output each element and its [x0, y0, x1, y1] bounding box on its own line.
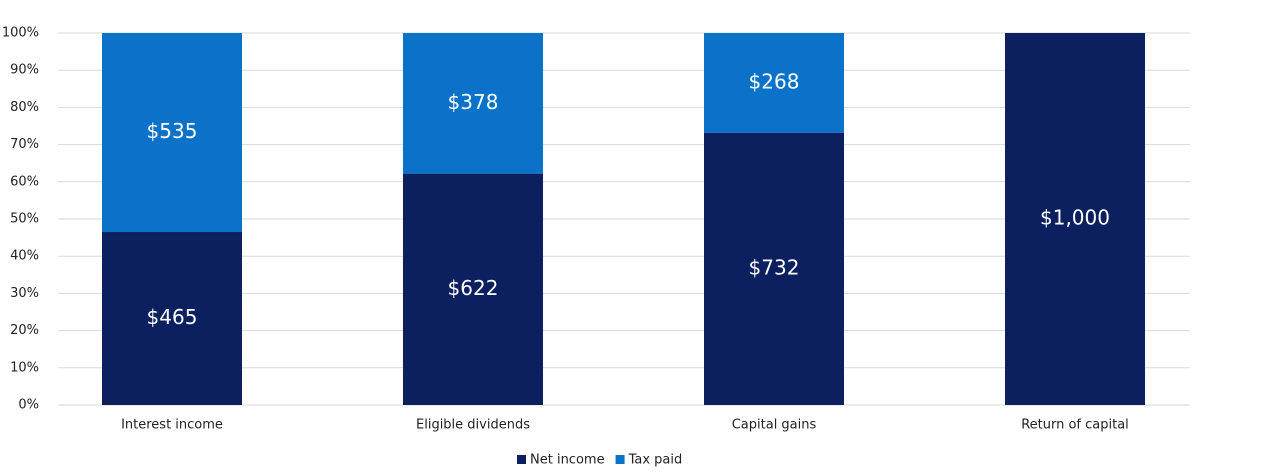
x-tick-label: Capital gains — [732, 418, 817, 433]
bar-segment — [102, 232, 242, 405]
bar-segment — [403, 33, 543, 174]
value-label: $622 — [448, 276, 499, 300]
bar-segment — [704, 33, 844, 133]
y-tick-label: 10% — [10, 360, 39, 375]
x-tick-label: Eligible dividends — [416, 418, 530, 433]
value-label: $1,000 — [1040, 206, 1110, 230]
value-label: $378 — [448, 90, 499, 114]
y-tick-label: 100% — [2, 26, 39, 41]
y-tick-label: 60% — [10, 174, 39, 189]
legend-swatch — [517, 455, 526, 464]
legend-swatch — [615, 455, 625, 464]
y-tick-label: 50% — [10, 212, 39, 227]
y-tick-label: 90% — [10, 63, 39, 78]
y-tick-label: 30% — [10, 286, 39, 301]
bar-segment — [704, 132, 844, 406]
value-label: $465 — [147, 305, 198, 329]
x-tick-label: Return of capital — [1021, 418, 1129, 433]
y-tick-label: 80% — [10, 100, 39, 115]
bar-segment — [102, 33, 242, 233]
value-label: $732 — [749, 255, 800, 279]
y-tick-label: 20% — [10, 323, 39, 338]
value-label: $268 — [749, 69, 800, 93]
y-tick-label: 0% — [18, 398, 39, 413]
y-tick-label: 40% — [10, 249, 39, 264]
bar-segment — [403, 173, 543, 405]
value-label: $535 — [147, 119, 198, 143]
x-tick-label: Interest income — [121, 418, 223, 433]
legend-label: Net income — [530, 453, 605, 468]
y-tick-label: 70% — [10, 137, 39, 152]
bar-segment — [1005, 33, 1145, 405]
legend-label: Tax paid — [628, 453, 683, 468]
